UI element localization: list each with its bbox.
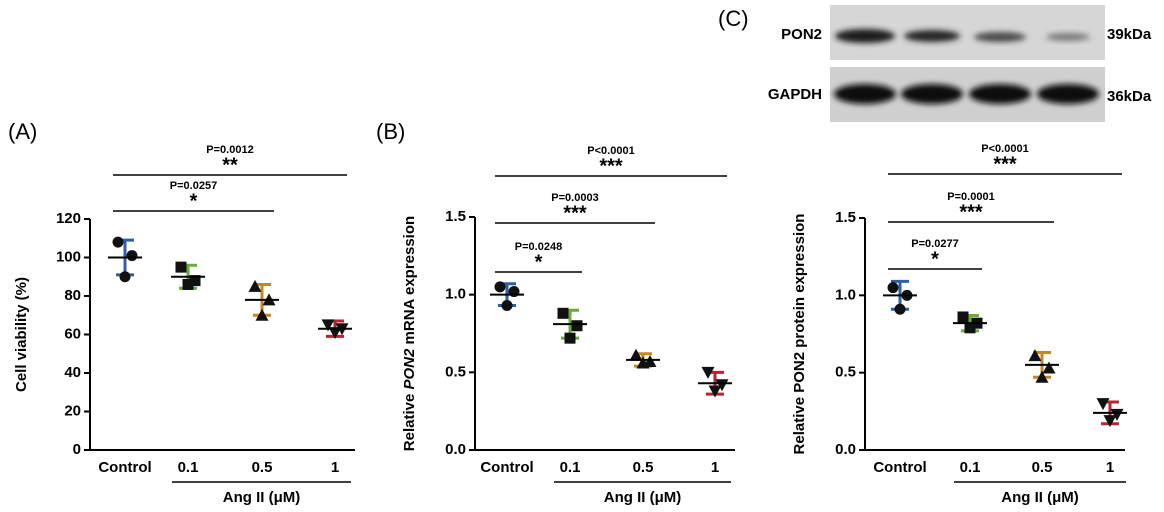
panel-label: (B): [376, 119, 405, 144]
data-point: [1043, 362, 1056, 374]
data-point: [176, 262, 187, 273]
x-tick-label: 1: [1106, 459, 1114, 476]
p-value: P=0.0277: [911, 238, 958, 250]
p-value: P=0.0003: [551, 192, 598, 204]
page: PON2 GAPDH 39kDa 36kDa (A) 0 20 40 60 80 100 12…: [0, 0, 1164, 512]
p-value: P=0.0257: [170, 180, 217, 192]
data-point: [113, 237, 124, 248]
y-tick-label: 60: [64, 325, 81, 342]
data-point: [127, 250, 138, 261]
x-tick-label: Control: [98, 459, 151, 476]
p-value: P=0.0001: [947, 191, 994, 203]
y-axis-label: Relative PON2 protein expression: [791, 214, 808, 455]
y-tick-label: 20: [64, 402, 81, 419]
y-tick-label: 80: [64, 287, 81, 304]
data-point: [558, 308, 569, 319]
figure: PON2 GAPDH 39kDa 36kDa (A) 0 20 40 60 80 100 12…: [0, 0, 1164, 512]
blot-band: [974, 32, 1026, 42]
x-tick-label: 0.1: [560, 459, 581, 476]
significance-stars: ***: [959, 201, 983, 223]
data-point: [502, 300, 513, 311]
y-tick-label: 1.0: [445, 286, 466, 303]
data-point: [709, 385, 722, 397]
x-tick-label: 0.5: [633, 459, 654, 476]
p-value: P<0.0001: [587, 145, 634, 157]
x-tick-label: 0.1: [178, 459, 199, 476]
y-tick-label: 0.0: [835, 441, 856, 458]
x-tick-label: 0.5: [1032, 459, 1053, 476]
data-point: [120, 271, 131, 282]
y-axis-label-part: mRNA expression: [401, 216, 418, 349]
data-point: [1097, 398, 1110, 410]
significance-stars: ***: [599, 155, 623, 177]
p-value: P=0.0248: [515, 241, 562, 253]
x-tick-label: 0.5: [252, 459, 273, 476]
y-axis-label-part: PON2: [401, 348, 418, 390]
blot-band: [835, 29, 895, 43]
blot-band: [904, 30, 960, 42]
x-tick-label: 1: [711, 459, 719, 476]
panel-label: (A): [8, 119, 37, 144]
blot-label: PON2: [781, 26, 822, 43]
data-point: [495, 281, 506, 292]
blot-band: [969, 84, 1031, 104]
blot-band: [901, 84, 963, 104]
significance-stars: ***: [993, 153, 1017, 175]
x-tick-label: 1: [331, 459, 339, 476]
y-tick-label: 100: [56, 248, 81, 265]
y-tick-label: 120: [56, 210, 81, 227]
blot-band: [1046, 33, 1090, 41]
data-point: [183, 279, 194, 290]
y-tick-label: 1.5: [445, 208, 466, 225]
data-point: [1104, 415, 1117, 427]
data-point: [888, 282, 899, 293]
data-point: [958, 311, 969, 322]
data-point: [565, 333, 576, 344]
data-point: [895, 304, 906, 315]
data-point: [1029, 349, 1042, 361]
y-axis-label: Relative PON2 mRNA expression: [401, 216, 418, 451]
blot-label: GAPDH: [768, 86, 822, 103]
western-blot: PON2 GAPDH 39kDa 36kDa: [768, 5, 1152, 122]
significance-stars: ***: [563, 202, 587, 224]
y-tick-label: 40: [64, 364, 81, 381]
significance-stars: *: [535, 251, 543, 273]
group-label: Ang II (μM): [223, 489, 301, 506]
panel-label: (C): [718, 6, 749, 31]
blot-band: [834, 84, 896, 104]
x-tick-label: 0.1: [960, 459, 981, 476]
group-label: Ang II (μM): [604, 489, 682, 506]
y-axis-label-part: Relative: [401, 389, 418, 451]
group-label: Ang II (μM): [1001, 489, 1079, 506]
blot-size: 39kDa: [1107, 26, 1152, 43]
y-tick-label: 1.0: [835, 286, 856, 303]
y-tick-label: 1.5: [835, 209, 856, 226]
significance-stars: *: [931, 248, 939, 270]
p-value: P<0.0001: [981, 143, 1028, 155]
y-tick-label: 0.0: [445, 441, 466, 458]
y-tick-label: 0.5: [445, 363, 466, 380]
y-axis-label: Cell viability (%): [13, 277, 30, 392]
significance-stars: **: [222, 154, 238, 176]
y-tick-label: 0.5: [835, 364, 856, 381]
x-tick-label: Control: [480, 459, 533, 476]
blot-band: [1037, 84, 1099, 104]
x-tick-label: Control: [873, 459, 926, 476]
y-tick-label: 0: [73, 441, 81, 458]
data-point: [572, 320, 583, 331]
p-value: P=0.0012: [206, 144, 253, 156]
significance-stars: *: [190, 190, 198, 212]
blot-size: 36kDa: [1107, 88, 1152, 105]
